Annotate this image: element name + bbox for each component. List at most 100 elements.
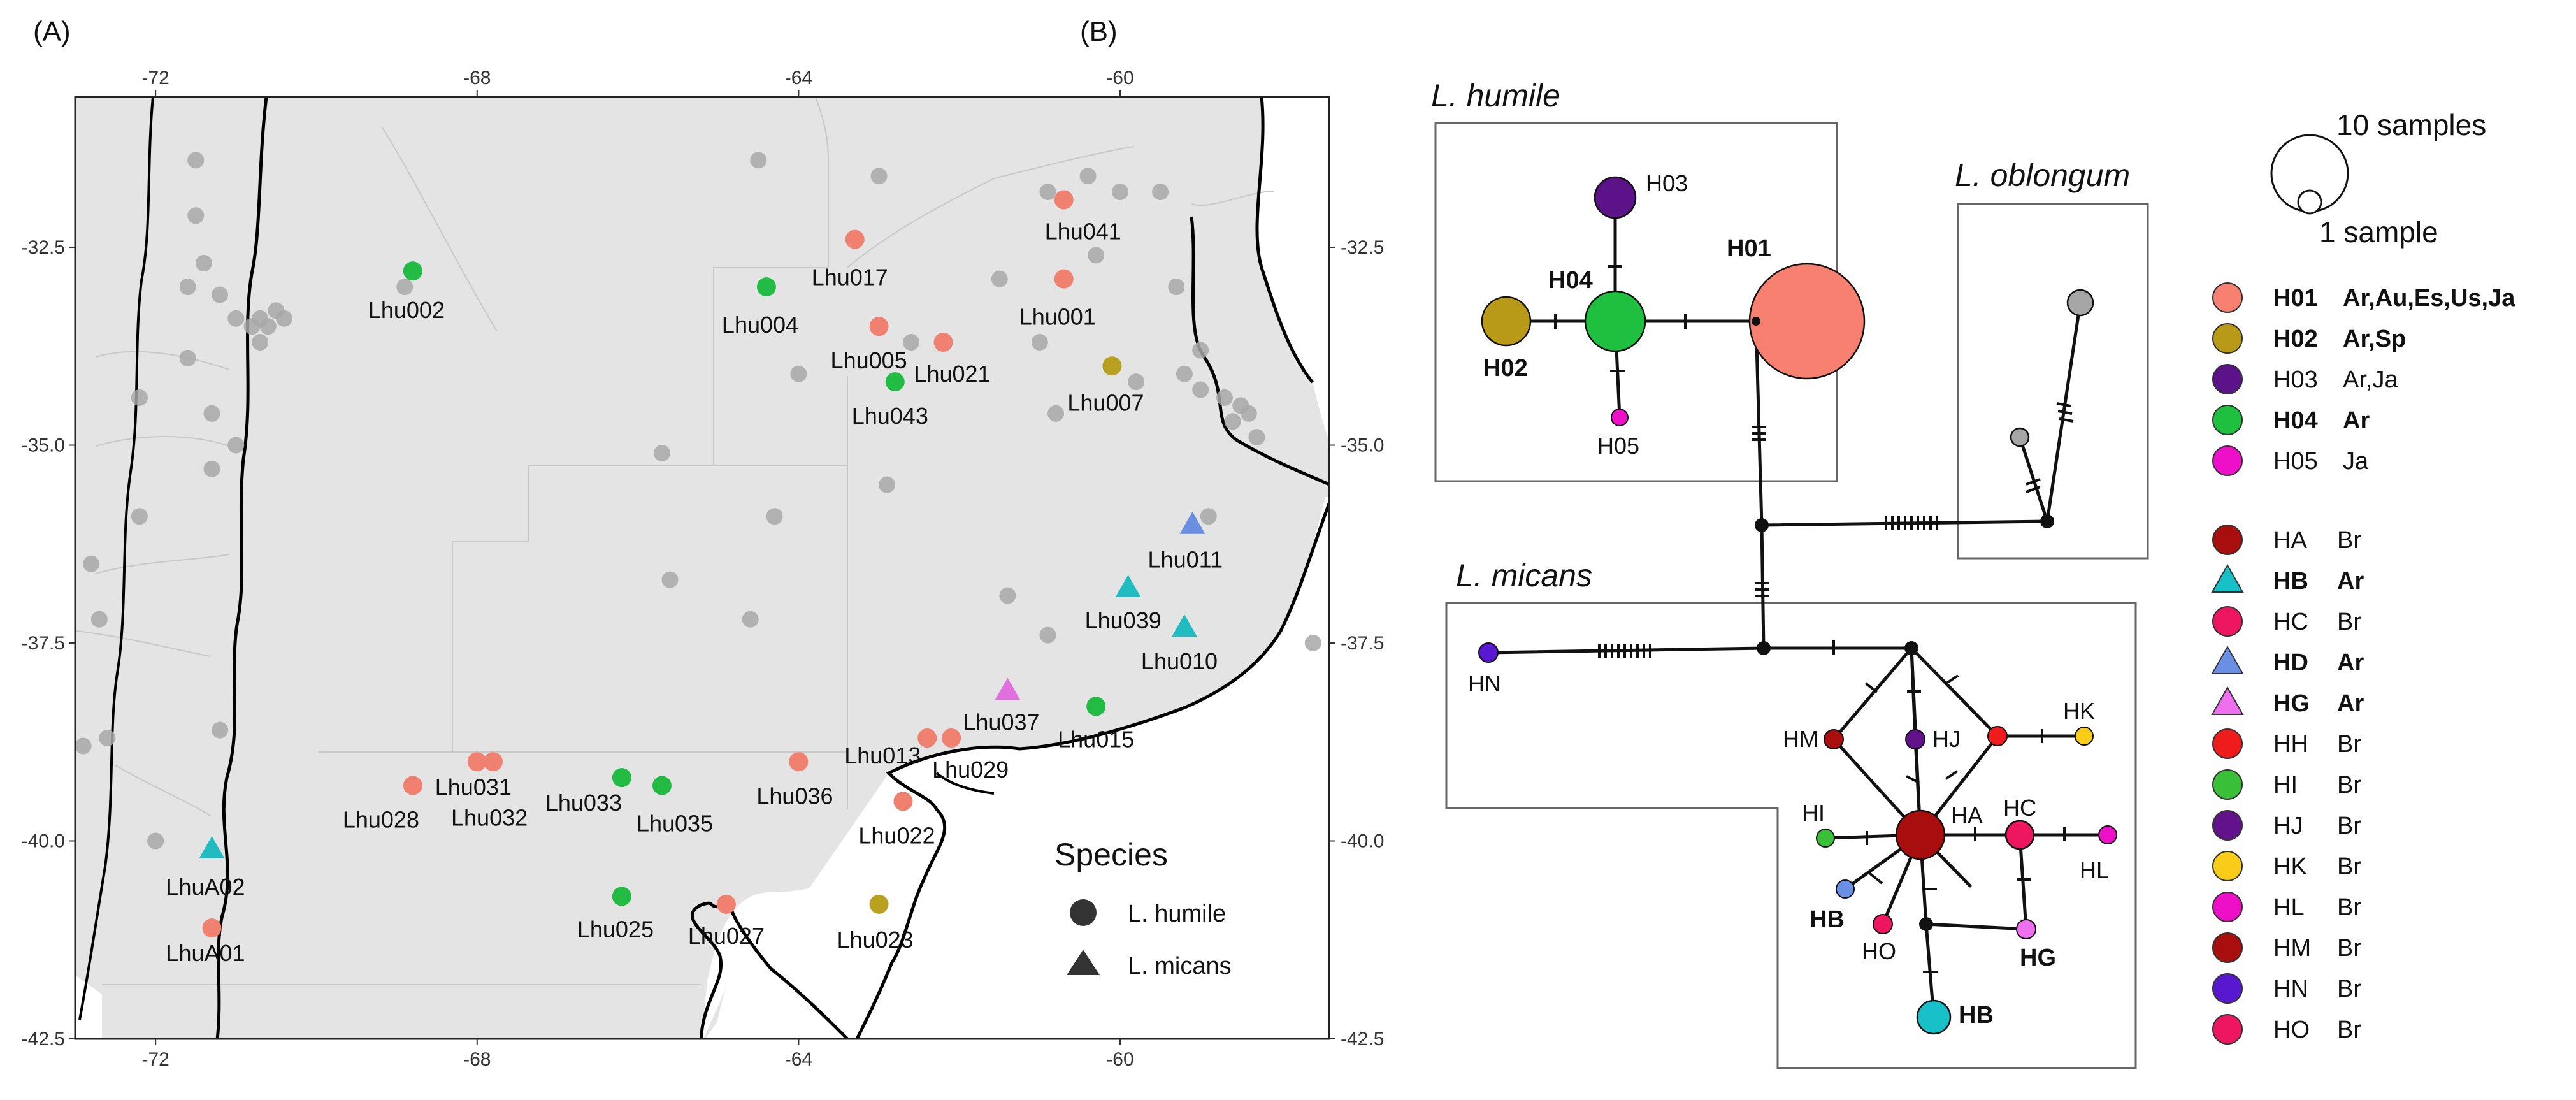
legend-code: H05 (2273, 448, 2318, 475)
legend-row-ha: HA Br (2212, 525, 2361, 555)
legend-swatch-circle (2212, 892, 2243, 922)
site-lhu032: Lhu032 (451, 752, 528, 830)
label-h04: H04 (1548, 267, 1593, 294)
legend-code: HM (2273, 935, 2311, 962)
occurrence-point (1039, 626, 1056, 644)
label-hg: HG (2020, 944, 2056, 971)
map-panel: Lhu041 Lhu017 Lhu001 Lhu002 Lhu004 Lhu005 Lhu0… (22, 68, 1385, 1070)
site-lhu005: Lhu005 (831, 317, 907, 373)
site-label: Lhu004 (722, 312, 798, 338)
network-panel: L. humile L. oblongum L. micans (1431, 78, 2515, 1069)
site-label: Lhu021 (914, 361, 990, 387)
occurrence-point (1200, 508, 1217, 525)
legend-row-h02: H02 Ar,Sp (2212, 323, 2406, 354)
site-lhu023: Lhu023 (837, 894, 914, 953)
occurrence-point (1304, 634, 1321, 651)
site-marker-triangle (995, 677, 1021, 700)
occurrence-point (252, 334, 269, 351)
node-h05 (1611, 409, 1629, 426)
l-oblongum-box (1957, 203, 2149, 560)
site-label: Lhu036 (756, 783, 833, 809)
legend-swatch-circle (2212, 1014, 2243, 1045)
legend-regions: Ja (2343, 448, 2369, 475)
occurrence-point (1192, 381, 1209, 398)
species-legend-title: Species (1054, 837, 1168, 872)
valdes-peninsula-coast (690, 901, 850, 1039)
legend-regions: Ar (2337, 690, 2364, 717)
label-hb-large: HB (1959, 1002, 1994, 1029)
node-hi (1816, 829, 1835, 848)
occurrence-point (1240, 405, 1257, 422)
site-lhu027: Lhu027 (688, 894, 765, 949)
site-marker-circle (652, 776, 672, 795)
occurrence-point (203, 405, 220, 422)
legend-code: HN (2273, 976, 2308, 1002)
site-marker-circle (1054, 269, 1074, 289)
legend-regions: Ar (2337, 649, 2364, 676)
site-label: Lhu023 (837, 927, 914, 953)
node-hb-large (1916, 999, 1952, 1035)
occurrence-point (227, 310, 245, 327)
legend-swatch-circle (2212, 810, 2243, 841)
occurrence-point (999, 587, 1016, 604)
mutation-ticks (1554, 265, 2074, 973)
site-label: Lhu043 (852, 403, 928, 429)
site-lhu028: Lhu028 (343, 776, 422, 833)
node-hn (1478, 642, 1499, 663)
occurrence-point (870, 168, 888, 185)
y-tick-label-left: -37.5 (22, 633, 65, 654)
l-micans-box (1445, 602, 2137, 1069)
label-ho: HO (1862, 938, 1896, 964)
pacific-fjords (75, 975, 102, 1039)
y-tick-label-right: -37.5 (1341, 633, 1384, 654)
panel-b-label: (B) (1080, 16, 1118, 47)
legend-row-hl: HL Br (2212, 892, 2361, 922)
node-h04 (1584, 290, 1646, 352)
site-lhu002: Lhu002 (368, 261, 445, 323)
x-tick-label-top: -72 (141, 68, 169, 89)
y-tick-label-left: -32.5 (22, 237, 65, 258)
legend-row-hm: HM Br (2212, 932, 2361, 963)
site-lhu029: Lhu029 (932, 728, 1009, 783)
size-legend-small-circle (2297, 189, 2322, 215)
legend-code: HJ (2273, 813, 2303, 839)
label-hk: HK (2063, 698, 2095, 724)
legend-swatch-circle (2212, 769, 2243, 800)
site-lhu035: Lhu035 (637, 776, 713, 837)
occurrence-point (179, 279, 196, 296)
legend-row-hg: HG Ar (2211, 686, 2364, 717)
legend-swatch-circle (2212, 973, 2243, 1004)
legend-row-ho: HO Br (2212, 1014, 2361, 1045)
legend-regions: Br (2337, 731, 2361, 758)
site-label: Lhu029 (932, 756, 1009, 783)
site-marker-triangle (199, 836, 225, 858)
legend-triangle-symbol (1067, 950, 1100, 975)
occurrence-point (276, 310, 292, 327)
node-hb-small (1836, 879, 1855, 899)
legend-swatch-triangle (2211, 686, 2244, 715)
site-marker-circle (467, 752, 487, 772)
legend-code: HK (2273, 853, 2307, 880)
y-tick-label-left: -35.0 (22, 435, 65, 456)
occurrence-point (1088, 247, 1105, 264)
legend-code: HD (2273, 649, 2308, 676)
network-nodes (1478, 176, 2117, 1035)
occurrence-point (1128, 373, 1145, 391)
site-lhua02: LhuA02 (166, 836, 245, 900)
occurrence-point (1248, 429, 1265, 446)
label-ha: HA (1951, 802, 1983, 829)
site-label: Lhu002 (368, 297, 445, 323)
size-legend-small-label: 1 sample (2319, 215, 2438, 249)
legend-regions: Br (2337, 1017, 2361, 1043)
site-lhu043: Lhu043 (852, 372, 928, 429)
x-tick-label-bottom: -60 (1106, 1049, 1133, 1070)
map-axes: -72 -72 -68 -68 -64 -64 -60 -60 -32.5 -32.5 -35.0 -… (22, 68, 1385, 1070)
legend-l-humile-label: L. humile (1128, 901, 1226, 927)
atlantic-ocean (702, 497, 1329, 1039)
legend-circle-symbol (1070, 899, 1097, 926)
site-lhua01: LhuA01 (166, 918, 245, 966)
occurrence-point (131, 389, 148, 406)
size-legend: 10 samples 1 sample (2270, 108, 2486, 249)
legend-regions: Ar (2343, 407, 2370, 434)
